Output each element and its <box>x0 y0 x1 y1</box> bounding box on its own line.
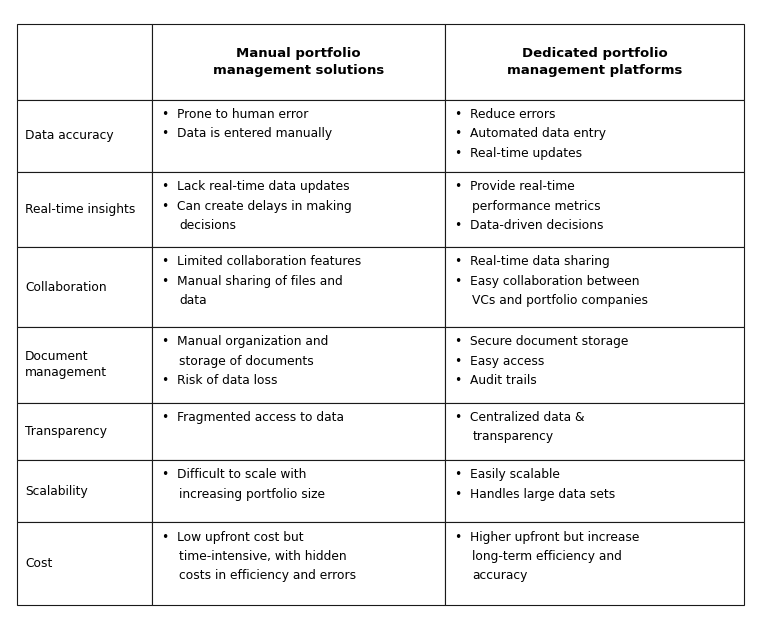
Bar <box>17 172 152 247</box>
Text: Document
management: Document management <box>25 350 107 380</box>
Bar <box>152 100 445 172</box>
Text: data: data <box>179 294 207 307</box>
Text: •  Manual organization and: • Manual organization and <box>162 335 328 348</box>
Text: •  Prone to human error: • Prone to human error <box>162 108 308 121</box>
Bar <box>17 403 152 460</box>
Bar <box>445 327 744 403</box>
Text: •  Can create delays in making: • Can create delays in making <box>162 200 352 212</box>
Text: accuracy: accuracy <box>472 569 527 582</box>
Bar <box>445 100 744 172</box>
Text: performance metrics: performance metrics <box>472 200 601 212</box>
Text: Real-time insights: Real-time insights <box>25 203 135 216</box>
Bar <box>445 247 744 327</box>
Text: transparency: transparency <box>472 430 553 443</box>
Text: decisions: decisions <box>179 219 236 232</box>
Bar <box>17 327 152 403</box>
Text: •  Real-time data sharing: • Real-time data sharing <box>455 255 610 268</box>
Bar <box>17 24 152 100</box>
Bar <box>445 460 744 522</box>
Text: •  Easy access: • Easy access <box>455 355 545 367</box>
Text: •  Lack real-time data updates: • Lack real-time data updates <box>162 180 349 193</box>
Bar <box>17 247 152 327</box>
Text: storage of documents: storage of documents <box>179 355 314 367</box>
Text: •  Data is entered manually: • Data is entered manually <box>162 127 332 140</box>
Bar <box>445 172 744 247</box>
Text: time-intensive, with hidden: time-intensive, with hidden <box>179 550 346 563</box>
Text: •  Manual sharing of files and: • Manual sharing of files and <box>162 275 342 287</box>
Bar <box>152 172 445 247</box>
Text: •  Secure document storage: • Secure document storage <box>455 335 629 348</box>
Text: •  Provide real-time: • Provide real-time <box>455 180 575 193</box>
Bar <box>152 24 445 100</box>
Text: Scalability: Scalability <box>25 484 88 498</box>
Text: long-term efficiency and: long-term efficiency and <box>472 550 622 563</box>
Text: Collaboration: Collaboration <box>25 280 107 294</box>
Text: •  Easy collaboration between: • Easy collaboration between <box>455 275 640 287</box>
Text: Dedicated portfolio
management platforms: Dedicated portfolio management platforms <box>506 47 682 77</box>
Text: •  Difficult to scale with: • Difficult to scale with <box>162 468 307 481</box>
Text: •  Data-driven decisions: • Data-driven decisions <box>455 219 604 232</box>
Bar <box>17 522 152 605</box>
Bar <box>17 100 152 172</box>
Bar <box>17 460 152 522</box>
Bar <box>152 327 445 403</box>
Bar <box>152 247 445 327</box>
Bar <box>445 403 744 460</box>
Text: •  Low upfront cost but: • Low upfront cost but <box>162 531 303 543</box>
Text: •  Automated data entry: • Automated data entry <box>455 127 606 140</box>
Text: Manual portfolio
management solutions: Manual portfolio management solutions <box>212 47 384 77</box>
Text: •  Fragmented access to data: • Fragmented access to data <box>162 411 344 424</box>
Bar <box>152 403 445 460</box>
Bar <box>152 522 445 605</box>
Text: costs in efficiency and errors: costs in efficiency and errors <box>179 569 356 582</box>
Text: •  Higher upfront but increase: • Higher upfront but increase <box>455 531 640 543</box>
Text: Cost: Cost <box>25 557 52 570</box>
Text: Transparency: Transparency <box>25 425 107 438</box>
Text: •  Limited collaboration features: • Limited collaboration features <box>162 255 361 268</box>
Text: •  Real-time updates: • Real-time updates <box>455 147 582 159</box>
Text: VCs and portfolio companies: VCs and portfolio companies <box>472 294 648 307</box>
Text: increasing portfolio size: increasing portfolio size <box>179 488 325 500</box>
Bar <box>445 24 744 100</box>
Text: •  Easily scalable: • Easily scalable <box>455 468 560 481</box>
Bar <box>152 460 445 522</box>
Text: •  Reduce errors: • Reduce errors <box>455 108 555 121</box>
Text: •  Centralized data &: • Centralized data & <box>455 411 584 424</box>
Text: •  Audit trails: • Audit trails <box>455 374 537 387</box>
Bar <box>445 522 744 605</box>
Text: •  Risk of data loss: • Risk of data loss <box>162 374 277 387</box>
Text: •  Handles large data sets: • Handles large data sets <box>455 488 615 500</box>
Text: Data accuracy: Data accuracy <box>25 129 114 143</box>
